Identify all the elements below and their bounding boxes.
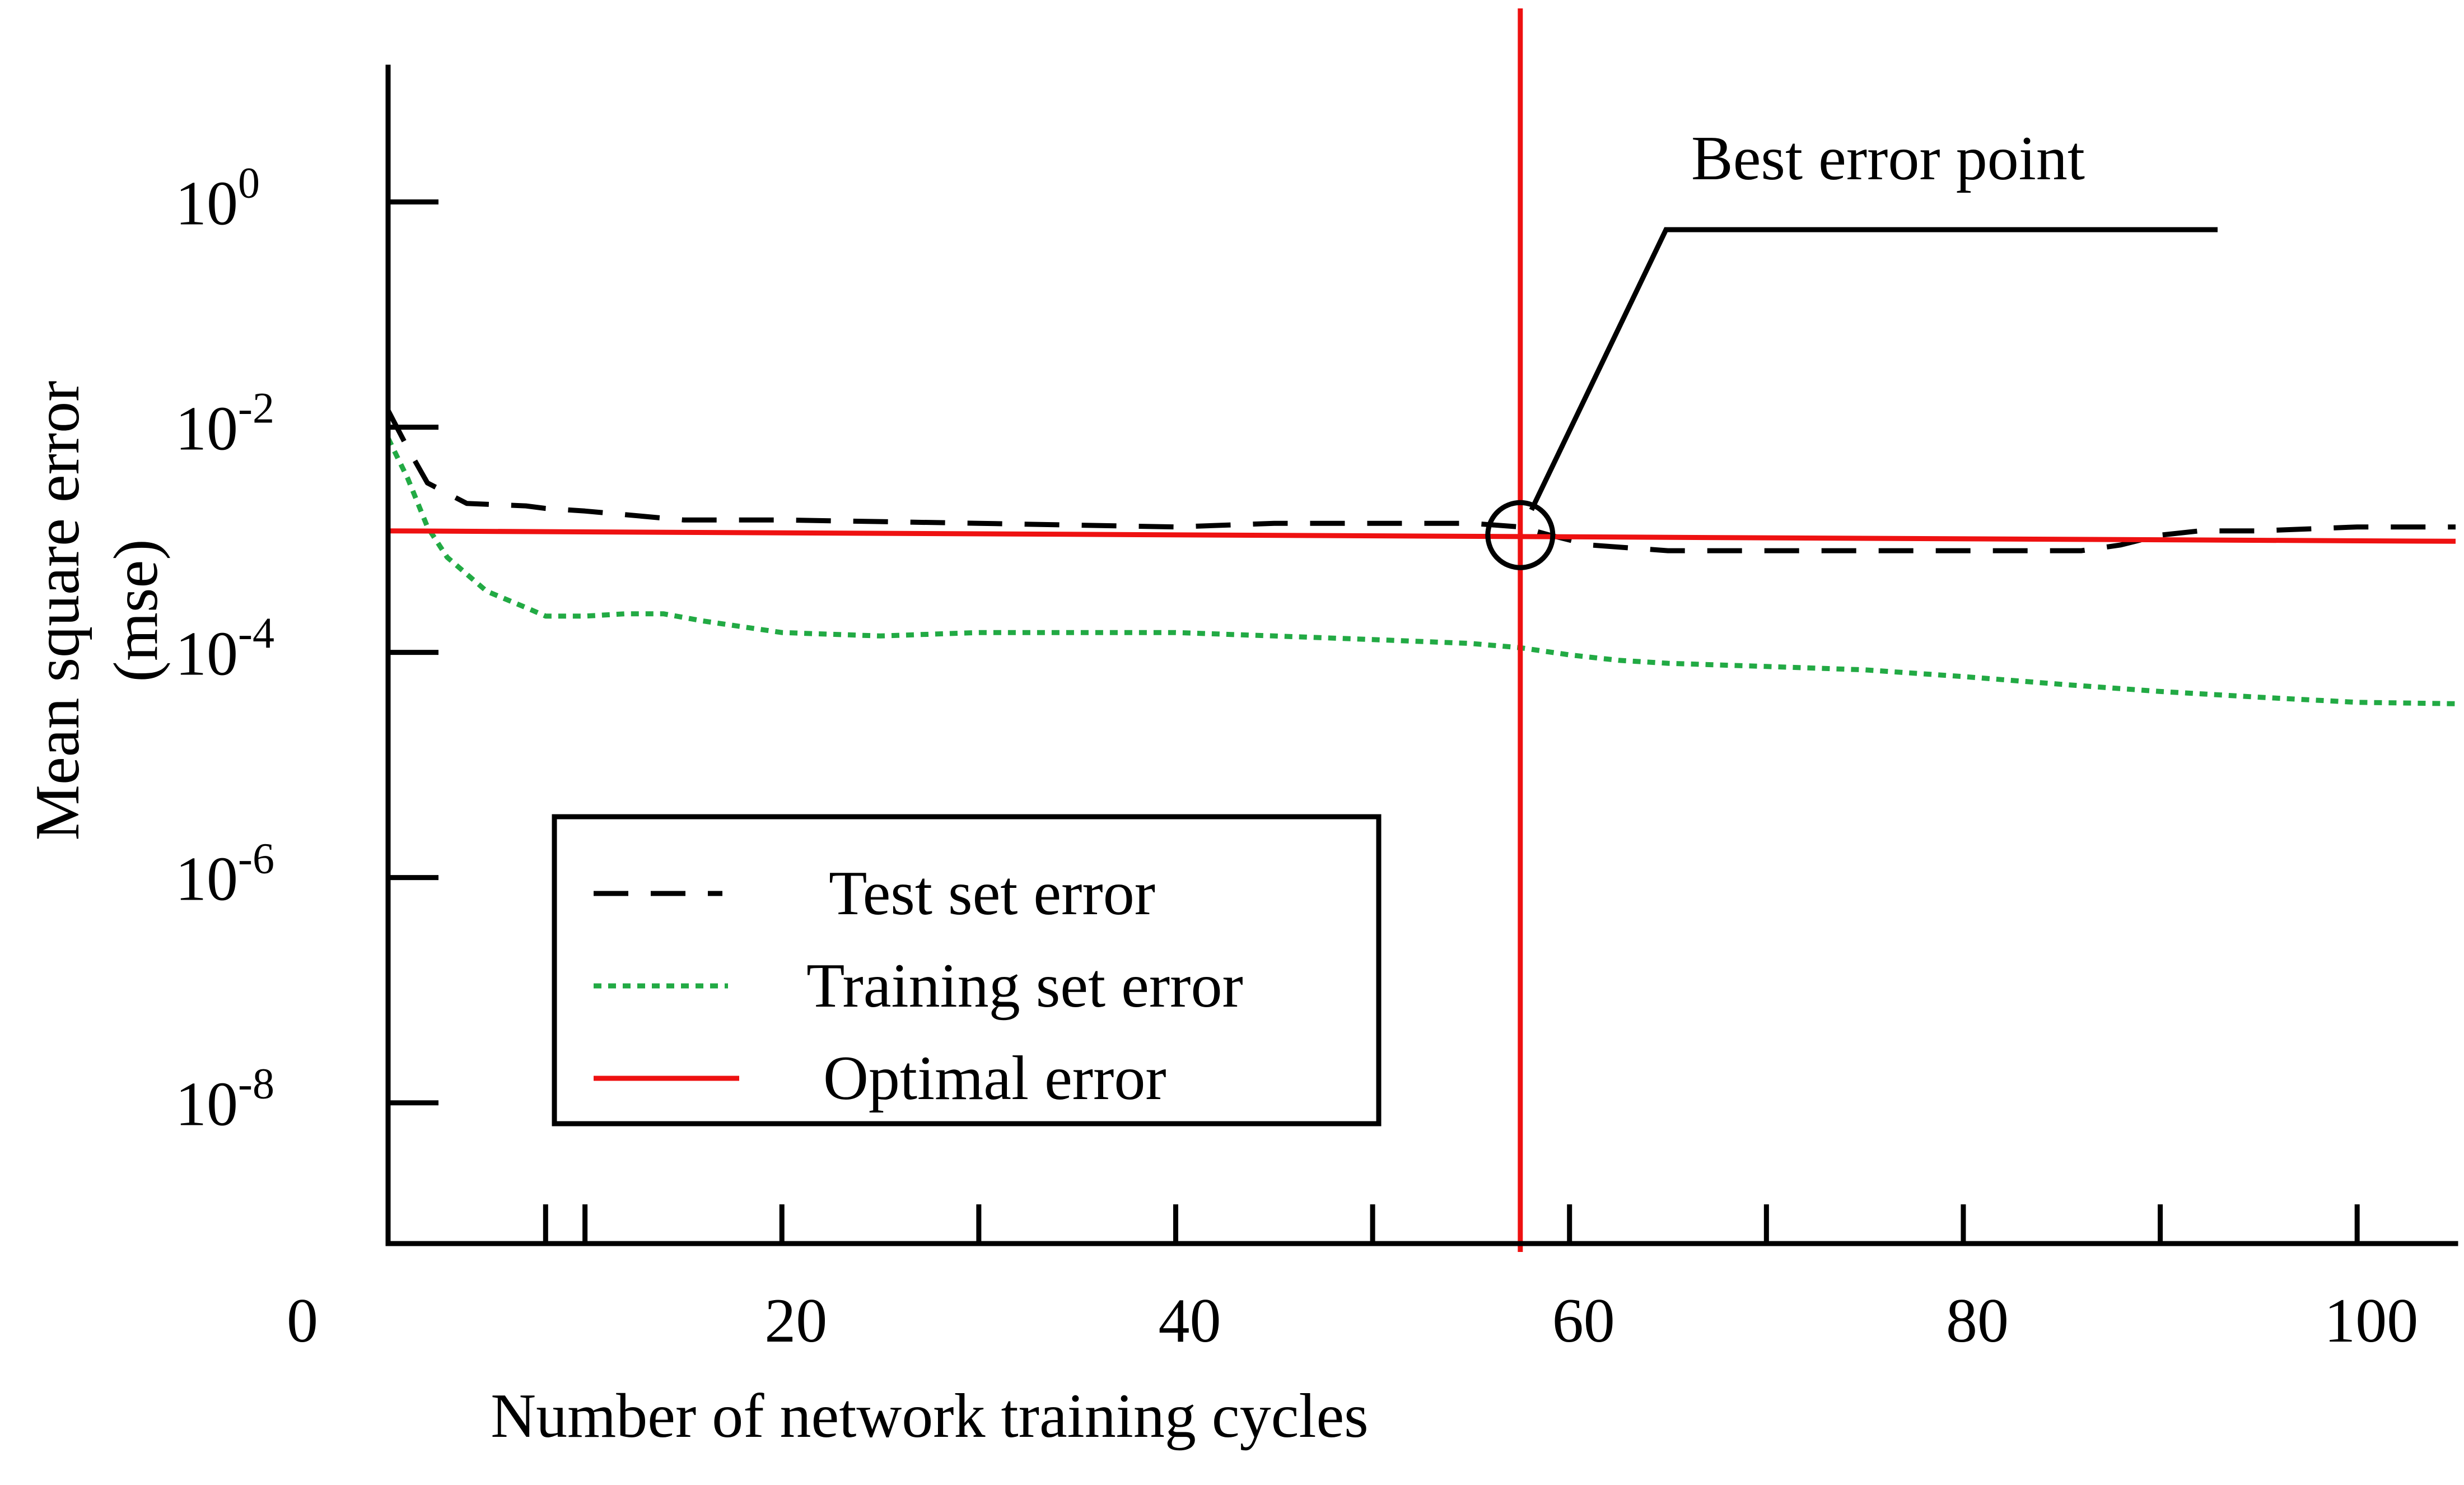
y-axis-label-line-2: (mse) <box>101 539 171 682</box>
y-tick-label: 10-2 <box>175 384 274 464</box>
x-tick-label: 100 <box>2324 1286 2418 1356</box>
legend-label-training: Training set error <box>806 951 1243 1021</box>
test-set-error-line <box>386 409 2456 553</box>
y-axis-label-group: Mean square error (mse) <box>23 381 171 841</box>
tick-layer: 100 10-2 10-4 10-6 10-8 0 20 40 60 80 100 <box>175 159 2418 1356</box>
y-tick-label: 10-4 <box>175 609 274 689</box>
x-tick-label: 40 <box>1158 1286 1221 1356</box>
annotation-label: Best error point <box>1691 124 2085 193</box>
x-tick-label: 80 <box>1946 1286 2009 1356</box>
training-set-error-line <box>385 437 2456 706</box>
x-tick-label: 20 <box>764 1286 827 1356</box>
legend: Test set error Training set error Optima… <box>552 814 1382 1126</box>
x-tick-label: 0 <box>287 1286 318 1356</box>
legend-label-test: Test set error <box>829 859 1155 928</box>
best-error-marker <box>1485 500 1556 570</box>
y-tick-label: 10-8 <box>175 1059 274 1139</box>
legend-label-optimal: Optimal error <box>823 1044 1166 1113</box>
best-error-annotation: Best error point <box>1485 124 2218 570</box>
series-layer <box>385 8 2456 1252</box>
annotation-leader-line <box>1529 227 2218 511</box>
x-axis-label: Number of network training cycles <box>491 1381 1369 1451</box>
y-tick-label: 100 <box>175 159 260 239</box>
optimal-error-line <box>388 528 2456 544</box>
y-axis-label-line-1: Mean square error <box>23 381 92 841</box>
y-tick-label: 10-6 <box>175 834 274 914</box>
x-tick-label: 60 <box>1552 1286 1615 1356</box>
legend-box <box>552 814 1382 1126</box>
